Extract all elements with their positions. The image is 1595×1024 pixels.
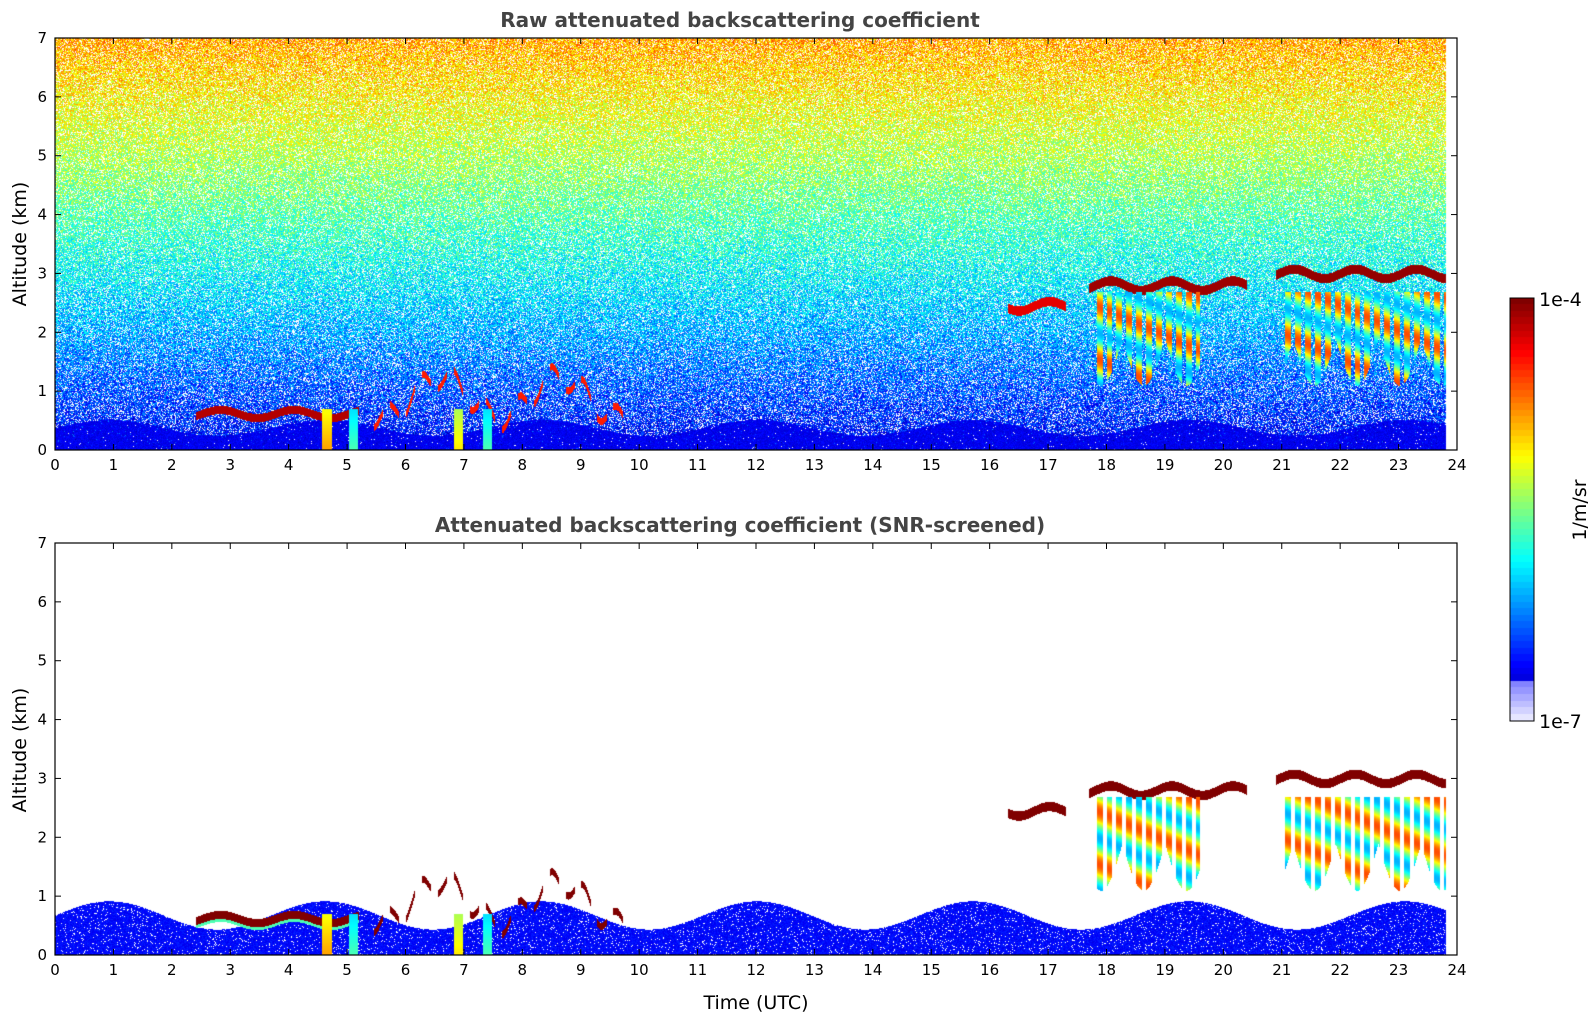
x-tick-label: 22 [1331, 961, 1350, 979]
x-tick-label: 18 [1097, 456, 1116, 474]
y-tick-label: 0 [37, 946, 47, 964]
x-axis-label: Time (UTC) [702, 992, 808, 1014]
y-tick-label: 3 [37, 769, 47, 787]
x-tick-label: 8 [518, 961, 528, 979]
y-axis-label: Altitude (km) [9, 182, 31, 307]
x-tick-label: 24 [1447, 961, 1466, 979]
x-tick-label: 4 [284, 456, 294, 474]
colorbar-max-label: 1e-4 [1539, 289, 1582, 311]
x-tick-label: 4 [284, 961, 294, 979]
y-tick-label: 4 [37, 711, 47, 729]
x-tick-label: 21 [1272, 961, 1291, 979]
y-axis-label: Altitude (km) [9, 688, 31, 813]
plot-frame [54, 37, 1458, 451]
panel-raw-backscatter: Raw attenuated backscattering coefficien… [9, 8, 1467, 474]
x-tick-label: 2 [167, 456, 177, 474]
x-tick-label: 0 [50, 456, 60, 474]
y-tick-label: 1 [37, 887, 47, 905]
colorbar-gradient [1510, 298, 1534, 721]
x-tick-label: 5 [342, 456, 352, 474]
x-tick-label: 8 [518, 456, 528, 474]
y-tick-label: 7 [37, 534, 47, 552]
x-tick-label: 23 [1389, 456, 1408, 474]
x-tick-label: 19 [1155, 456, 1174, 474]
x-tick-label: 22 [1331, 456, 1350, 474]
colorbar-min-label: 1e-7 [1539, 711, 1582, 733]
colorbar: 1e-4 1e-7 1/m/sr [1509, 289, 1591, 733]
x-tick-label: 16 [980, 456, 999, 474]
x-tick-label: 14 [863, 456, 882, 474]
panel-snr-screened: Attenuated backscattering coefficient (S… [9, 513, 1467, 1014]
x-tick-label: 12 [746, 456, 765, 474]
plot-frame [54, 542, 1458, 956]
x-tick-label: 11 [688, 456, 707, 474]
x-tick-label: 13 [805, 961, 824, 979]
x-tick-label: 5 [342, 961, 352, 979]
x-tick-label: 6 [401, 961, 411, 979]
y-tick-label: 5 [37, 652, 47, 670]
x-tick-label: 10 [630, 456, 649, 474]
x-tick-label: 18 [1097, 961, 1116, 979]
chart-title: Attenuated backscattering coefficient (S… [435, 513, 1045, 537]
x-tick-label: 21 [1272, 456, 1291, 474]
x-tick-label: 17 [1039, 961, 1058, 979]
colorbar-frame [1509, 297, 1535, 722]
chart-title: Raw attenuated backscattering coefficien… [500, 8, 980, 32]
x-tick-label: 6 [401, 456, 411, 474]
y-tick-label: 2 [37, 323, 47, 341]
x-tick-label: 23 [1389, 961, 1408, 979]
axis-ticks: 0 1 2 3 4 5 6 7 8 9 10 11 12 13 14 15 16 17 18 19 20 21 22 23 24… [37, 29, 1466, 474]
x-tick-label: 17 [1039, 456, 1058, 474]
x-tick-label: 15 [922, 961, 941, 979]
x-tick-label: 13 [805, 456, 824, 474]
x-tick-label: 24 [1447, 456, 1466, 474]
x-tick-label: 20 [1214, 456, 1233, 474]
x-tick-label: 7 [459, 456, 469, 474]
axis-ticks: 0 1 2 3 4 5 6 7 8 9 10 11 12 13 14 15 16 17 18 19 20 21 22 23 24… [37, 534, 1466, 979]
y-tick-label: 4 [37, 206, 47, 224]
x-tick-label: 11 [688, 961, 707, 979]
y-tick-label: 7 [37, 29, 47, 47]
x-tick-label: 3 [225, 456, 235, 474]
y-tick-label: 0 [37, 441, 47, 459]
y-tick-label: 1 [37, 382, 47, 400]
x-tick-label: 9 [576, 456, 586, 474]
x-tick-label: 1 [109, 961, 119, 979]
x-tick-label: 19 [1155, 961, 1174, 979]
backscatter-heatmap [55, 543, 1457, 955]
x-tick-label: 9 [576, 961, 586, 979]
x-tick-label: 0 [50, 961, 60, 979]
x-tick-label: 16 [980, 961, 999, 979]
x-tick-label: 12 [746, 961, 765, 979]
colorbar-unit-label: 1/m/sr [1569, 479, 1591, 540]
backscatter-heatmap [55, 38, 1457, 450]
x-tick-label: 7 [459, 961, 469, 979]
y-tick-label: 5 [37, 147, 47, 165]
x-tick-label: 2 [167, 961, 177, 979]
y-tick-label: 6 [37, 593, 47, 611]
x-tick-label: 20 [1214, 961, 1233, 979]
y-tick-label: 3 [37, 264, 47, 282]
x-tick-label: 1 [109, 456, 119, 474]
x-tick-label: 3 [225, 961, 235, 979]
y-tick-label: 2 [37, 828, 47, 846]
x-tick-label: 15 [922, 456, 941, 474]
x-tick-label: 10 [630, 961, 649, 979]
y-tick-label: 6 [37, 88, 47, 106]
x-tick-label: 14 [863, 961, 882, 979]
